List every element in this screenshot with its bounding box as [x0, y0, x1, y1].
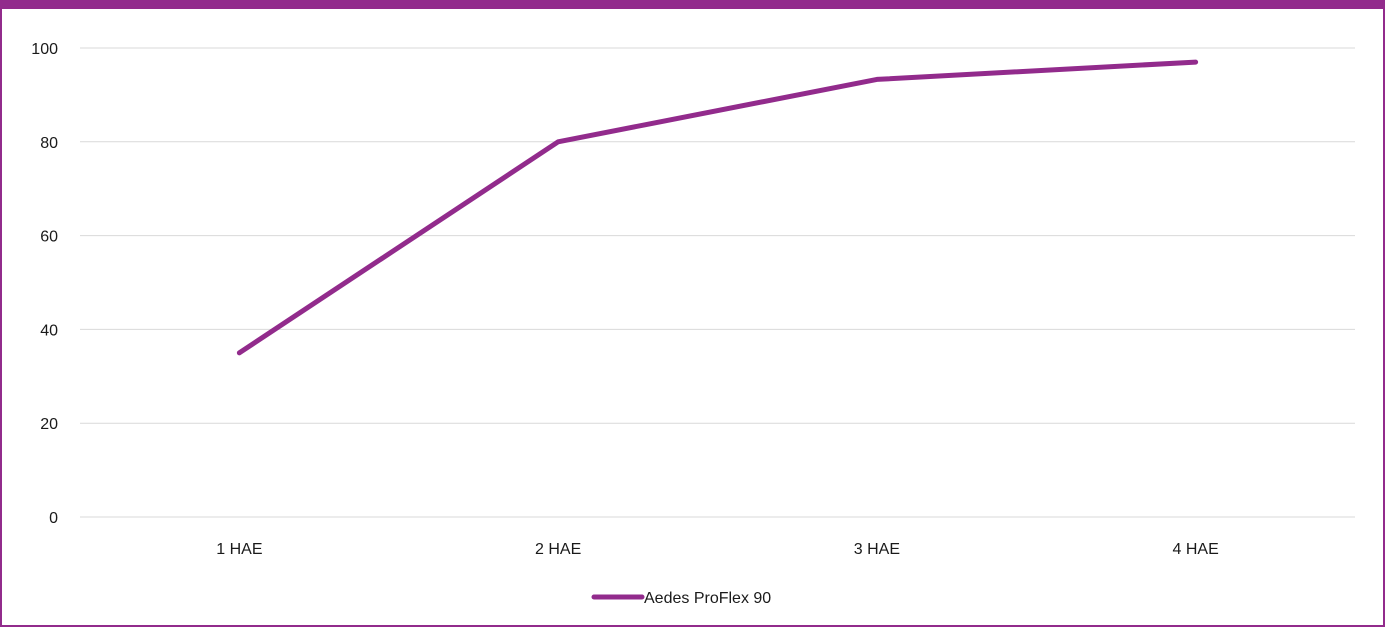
x-tick-label-4: 4 HAE: [1173, 541, 1219, 558]
x-axis-tick-labels: 1 HAE 2 HAE 3 HAE 4 HAE: [216, 541, 1219, 558]
y-tick-label-100: 100: [31, 41, 58, 58]
series-lines: [236, 59, 1199, 356]
gridlines: [80, 47, 1355, 518]
x-tick-label-3: 3 HAE: [854, 541, 900, 558]
y-tick-label-60: 60: [40, 229, 58, 246]
legend-label: Aedes ProFlex 90: [644, 590, 771, 607]
x-tick-label-1: 1 HAE: [216, 541, 262, 558]
y-axis-tick-labels: 0 20 40 60 80 100: [31, 41, 58, 527]
x-tick-label-2: 2 HAE: [535, 541, 581, 558]
y-tick-label-40: 40: [40, 322, 58, 339]
y-tick-label-80: 80: [40, 135, 58, 152]
legend: Aedes ProFlex 90: [591, 590, 771, 607]
y-tick-label-0: 0: [49, 510, 58, 527]
y-tick-label-20: 20: [40, 416, 58, 433]
series-line-1: [236, 59, 1199, 356]
